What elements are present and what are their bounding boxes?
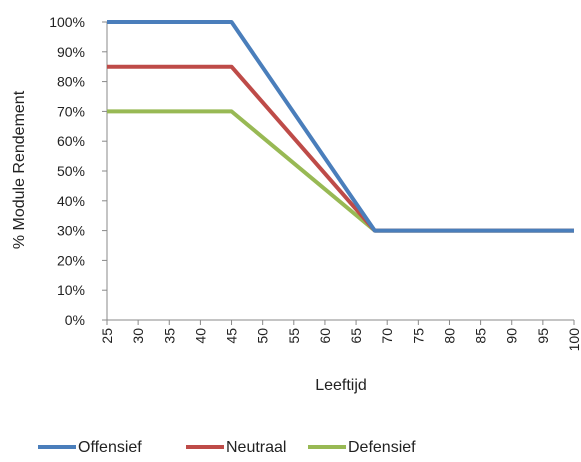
x-tick-label: 100 [566, 328, 581, 352]
series-line-neutraal [107, 64, 574, 233]
series-lines [107, 20, 574, 233]
x-tick-label: 75 [410, 328, 426, 344]
series-line-defensief [107, 109, 574, 233]
y-tick-label: 70% [57, 103, 85, 119]
y-tick-label: 100% [49, 14, 85, 30]
y-tick-label: 30% [57, 223, 85, 239]
axes [106, 22, 574, 321]
x-tick-label: 70 [379, 328, 395, 344]
y-axis-label: % Module Rendement [11, 90, 28, 249]
y-tick-label: 40% [57, 193, 85, 209]
x-axis-ticks: 25 30 35 40 45 50 55 60 65 70 75 80 85 90 95 100 [99, 320, 581, 351]
x-tick-label: 95 [535, 328, 551, 344]
x-tick-label: 60 [317, 328, 333, 344]
x-tick-label: 90 [504, 328, 520, 344]
x-tick-label: 25 [99, 328, 115, 344]
legend: Offensief Neutraal Defensief [38, 439, 416, 456]
x-tick-label: 30 [130, 328, 146, 344]
x-tick-label: 35 [161, 328, 177, 344]
x-tick-label: 85 [473, 328, 489, 344]
series-line-offensief [107, 20, 574, 233]
y-tick-label: 0% [65, 312, 85, 328]
y-tick-label: 80% [57, 74, 85, 90]
x-tick-label: 50 [255, 328, 271, 344]
y-tick-label: 60% [57, 133, 85, 149]
y-tick-label: 20% [57, 252, 85, 268]
legend-label: Offensief [78, 439, 142, 456]
x-tick-label: 40 [192, 328, 208, 344]
x-tick-label: 55 [286, 328, 302, 344]
legend-label: Neutraal [226, 439, 286, 456]
x-tick-label: 45 [224, 328, 240, 344]
y-tick-label: 10% [57, 282, 85, 298]
x-tick-label: 80 [441, 328, 457, 344]
x-tick-label: 65 [348, 328, 364, 344]
x-axis-label: Leeftijd [315, 377, 367, 394]
y-tick-label: 50% [57, 163, 85, 179]
y-tick-label: 90% [57, 44, 85, 60]
y-axis-ticks: 0% 10% 20% 30% 40% 50% 60% 70% 80% 90% 100% [49, 14, 107, 328]
legend-label: Defensief [348, 439, 416, 456]
